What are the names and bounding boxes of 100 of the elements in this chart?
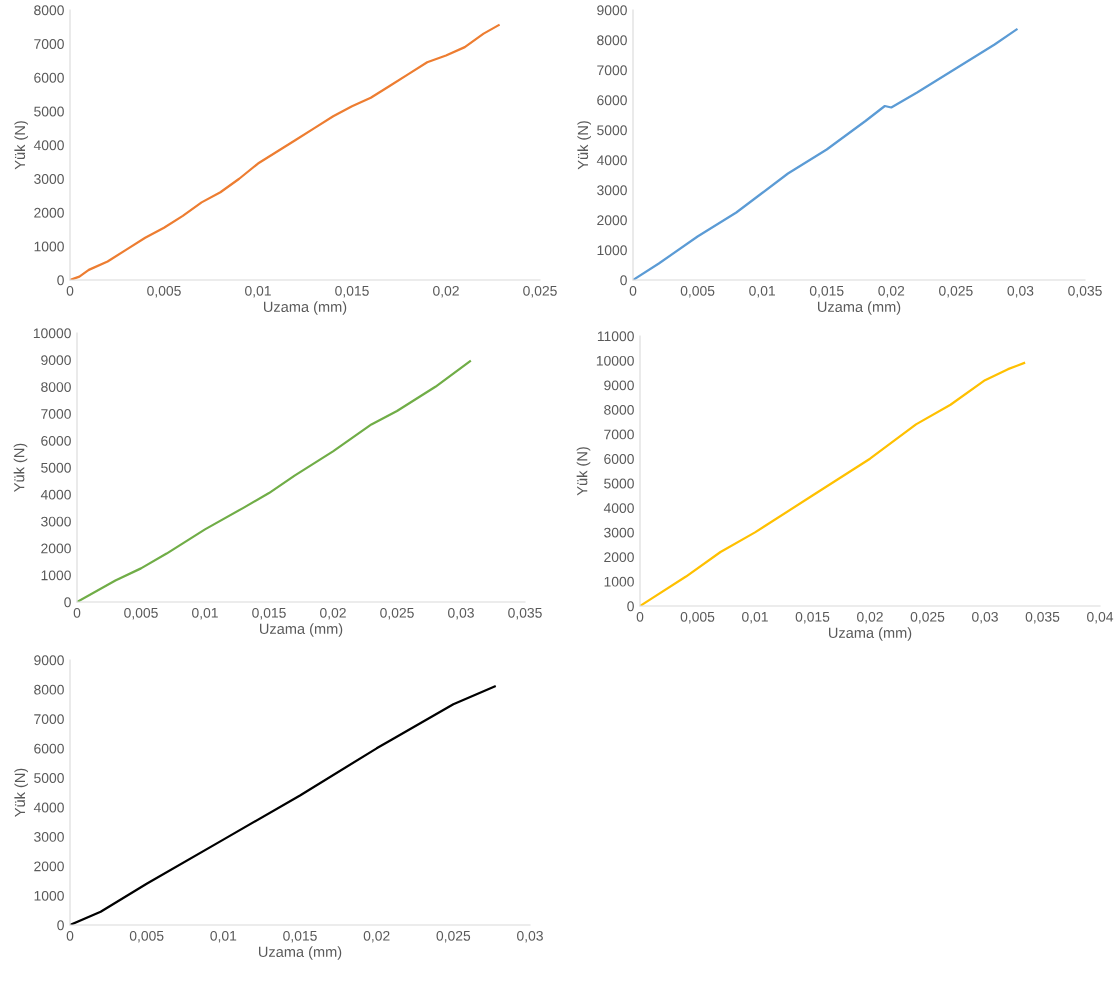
y-tick-label: 2000 bbox=[41, 543, 71, 554]
y-tick-label: 8000 bbox=[41, 382, 71, 392]
y-tick-label: 8000 bbox=[34, 5, 64, 16]
y-tick-label: 0 bbox=[620, 275, 627, 286]
y-tick-label: 9000 bbox=[597, 5, 627, 16]
x-tick-label: 0,015 bbox=[283, 930, 317, 943]
y-tick-label: 3000 bbox=[41, 516, 71, 527]
x-tick-label: 0,035 bbox=[508, 607, 542, 620]
y-tick-label: 6000 bbox=[34, 72, 64, 83]
x-axis-title: Uzama (mm) bbox=[260, 623, 343, 637]
y-tick-label: 1000 bbox=[34, 241, 64, 252]
x-tick-label: 0,01 bbox=[210, 930, 237, 943]
y-tick-label: 5000 bbox=[604, 478, 634, 489]
y-tick-label: 4000 bbox=[33, 140, 64, 151]
x-tick-label: 0,01 bbox=[749, 285, 775, 298]
y-axis-title: Yük (N) bbox=[576, 447, 591, 496]
line-series bbox=[633, 28, 1018, 280]
y-tick-label: 4000 bbox=[596, 155, 627, 166]
y-tick-label: 6000 bbox=[604, 454, 634, 464]
y-tick-label: 2000 bbox=[597, 215, 627, 226]
y-tick-label: 4000 bbox=[603, 503, 634, 513]
y-tick-label: 7000 bbox=[41, 409, 71, 419]
line-series bbox=[640, 361, 1026, 606]
y-tick-label: 10000 bbox=[33, 328, 71, 339]
x-tick-label: 0,02 bbox=[363, 930, 390, 943]
x-axis-title: Uzama (mm) bbox=[818, 301, 901, 315]
y-tick-label: 6000 bbox=[34, 743, 64, 754]
y-axis-title: Yük (N) bbox=[14, 768, 28, 817]
y-tick-label: 5000 bbox=[41, 462, 71, 473]
y-tick-label: 7000 bbox=[34, 714, 64, 725]
y-tick-label: 1000 bbox=[597, 245, 627, 256]
x-tick-label: 0,005 bbox=[680, 611, 715, 624]
y-tick-label: 2000 bbox=[34, 861, 64, 872]
x-tick-label: 0,01 bbox=[742, 611, 768, 624]
x-tick-label: 0,02 bbox=[320, 607, 346, 620]
y-tick-label: 4000 bbox=[40, 489, 71, 500]
x-tick-label: 0,025 bbox=[380, 607, 414, 620]
y-tick-label: 9000 bbox=[34, 655, 64, 666]
y-tick-label: 6000 bbox=[597, 95, 627, 106]
y-tick-label: 9000 bbox=[41, 355, 71, 366]
y-tick-label: 4000 bbox=[33, 802, 64, 813]
x-tick-label: 0,005 bbox=[680, 285, 715, 298]
y-tick-label: 6000 bbox=[41, 435, 71, 446]
line-series bbox=[70, 24, 500, 280]
y-tick-label: 2000 bbox=[604, 552, 634, 563]
y-tick-label: 11000 bbox=[597, 331, 634, 342]
x-tick-label: 0,015 bbox=[795, 611, 830, 624]
y-axis-title: Yük (N) bbox=[14, 121, 28, 170]
line-series bbox=[77, 360, 472, 602]
y-tick-label: 0 bbox=[64, 597, 71, 608]
x-tick-label: 0,015 bbox=[335, 285, 369, 298]
x-tick-label: 0,015 bbox=[809, 285, 844, 298]
y-axis-title: Yük (N) bbox=[577, 121, 591, 170]
x-tick-label: 0,025 bbox=[910, 611, 945, 624]
x-axis-title: Uzama (mm) bbox=[259, 946, 342, 960]
x-tick-label: 0,01 bbox=[245, 285, 271, 298]
y-tick-label: 3000 bbox=[34, 832, 64, 842]
x-tick-label: 0,025 bbox=[939, 285, 973, 298]
y-tick-label: 5000 bbox=[34, 773, 64, 783]
y-tick-label: 3000 bbox=[604, 527, 634, 538]
x-tick-label: 0 bbox=[636, 611, 644, 622]
y-tick-label: 8000 bbox=[604, 404, 634, 415]
y-tick-label: 8000 bbox=[34, 684, 64, 695]
x-axis-title: Uzama (mm) bbox=[264, 301, 347, 315]
x-tick-label: 0,03 bbox=[972, 611, 998, 624]
x-tick-label: 0,04 bbox=[1087, 611, 1114, 624]
y-tick-label: 7000 bbox=[34, 39, 64, 49]
x-tick-label: 0,005 bbox=[124, 607, 158, 620]
y-tick-label: 1000 bbox=[604, 576, 634, 587]
x-axis-title: Uzama (mm) bbox=[829, 627, 912, 641]
x-tick-label: 0,005 bbox=[129, 930, 164, 943]
y-tick-label: 7000 bbox=[597, 65, 627, 76]
y-tick-label: 2000 bbox=[34, 207, 64, 218]
x-tick-label: 0,02 bbox=[433, 285, 459, 298]
x-tick-label: 0,02 bbox=[878, 285, 905, 298]
y-axis-title: Yük (N) bbox=[13, 443, 28, 492]
x-tick-label: 0,03 bbox=[1007, 285, 1034, 298]
y-tick-label: 3000 bbox=[597, 185, 627, 196]
y-tick-label: 8000 bbox=[597, 35, 627, 46]
x-tick-label: 0 bbox=[73, 607, 81, 618]
x-tick-label: 0,005 bbox=[147, 285, 181, 298]
y-tick-label: 1000 bbox=[34, 890, 64, 901]
x-tick-label: 0,025 bbox=[436, 930, 471, 943]
y-tick-label: 0 bbox=[57, 275, 64, 286]
y-tick-label: 5000 bbox=[34, 106, 64, 117]
x-tick-label: 0,025 bbox=[523, 285, 557, 298]
y-tick-label: 3000 bbox=[34, 174, 64, 184]
y-tick-label: 7000 bbox=[604, 429, 634, 440]
line-series bbox=[70, 685, 496, 925]
x-tick-label: 0,015 bbox=[252, 607, 286, 620]
x-tick-label: 0,03 bbox=[448, 607, 474, 620]
x-tick-label: 0,01 bbox=[192, 607, 218, 620]
y-tick-label: 10000 bbox=[596, 355, 634, 366]
x-tick-label: 0,035 bbox=[1068, 285, 1102, 298]
x-tick-label: 0,03 bbox=[517, 930, 543, 943]
y-tick-label: 1000 bbox=[41, 570, 71, 581]
y-tick-label: 5000 bbox=[597, 125, 627, 136]
y-tick-label: 0 bbox=[57, 920, 64, 931]
x-tick-label: 0,035 bbox=[1025, 611, 1060, 624]
x-tick-label: 0,02 bbox=[857, 611, 883, 624]
